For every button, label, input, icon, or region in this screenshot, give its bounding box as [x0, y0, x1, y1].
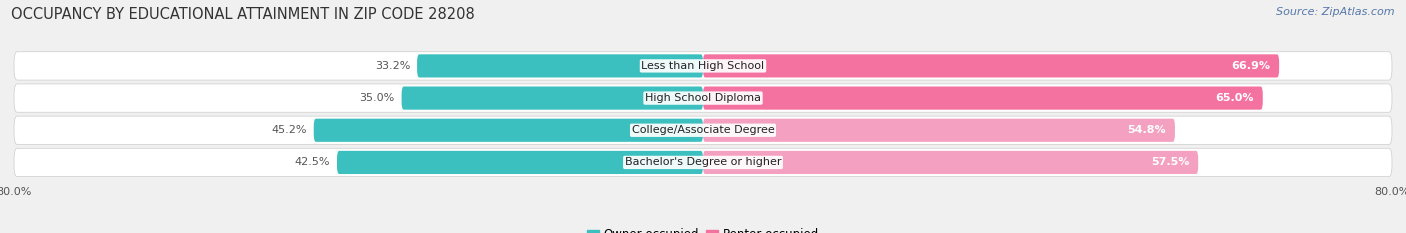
FancyBboxPatch shape: [14, 116, 1392, 144]
Text: 57.5%: 57.5%: [1152, 158, 1189, 168]
FancyBboxPatch shape: [418, 54, 703, 78]
Text: 42.5%: 42.5%: [295, 158, 330, 168]
FancyBboxPatch shape: [14, 52, 1392, 80]
FancyBboxPatch shape: [337, 151, 703, 174]
FancyBboxPatch shape: [703, 54, 1279, 78]
FancyBboxPatch shape: [314, 119, 703, 142]
Text: 54.8%: 54.8%: [1128, 125, 1167, 135]
FancyBboxPatch shape: [703, 86, 1263, 110]
Text: High School Diploma: High School Diploma: [645, 93, 761, 103]
FancyBboxPatch shape: [703, 151, 1198, 174]
Text: 66.9%: 66.9%: [1232, 61, 1271, 71]
Text: College/Associate Degree: College/Associate Degree: [631, 125, 775, 135]
Text: 33.2%: 33.2%: [375, 61, 411, 71]
Text: 45.2%: 45.2%: [271, 125, 307, 135]
Text: 35.0%: 35.0%: [360, 93, 395, 103]
Legend: Owner-occupied, Renter-occupied: Owner-occupied, Renter-occupied: [582, 224, 824, 233]
FancyBboxPatch shape: [703, 119, 1175, 142]
FancyBboxPatch shape: [14, 148, 1392, 177]
Text: 65.0%: 65.0%: [1216, 93, 1254, 103]
Text: Source: ZipAtlas.com: Source: ZipAtlas.com: [1277, 7, 1395, 17]
Text: Bachelor's Degree or higher: Bachelor's Degree or higher: [624, 158, 782, 168]
FancyBboxPatch shape: [14, 84, 1392, 112]
Text: Less than High School: Less than High School: [641, 61, 765, 71]
Text: OCCUPANCY BY EDUCATIONAL ATTAINMENT IN ZIP CODE 28208: OCCUPANCY BY EDUCATIONAL ATTAINMENT IN Z…: [11, 7, 475, 22]
FancyBboxPatch shape: [402, 86, 703, 110]
